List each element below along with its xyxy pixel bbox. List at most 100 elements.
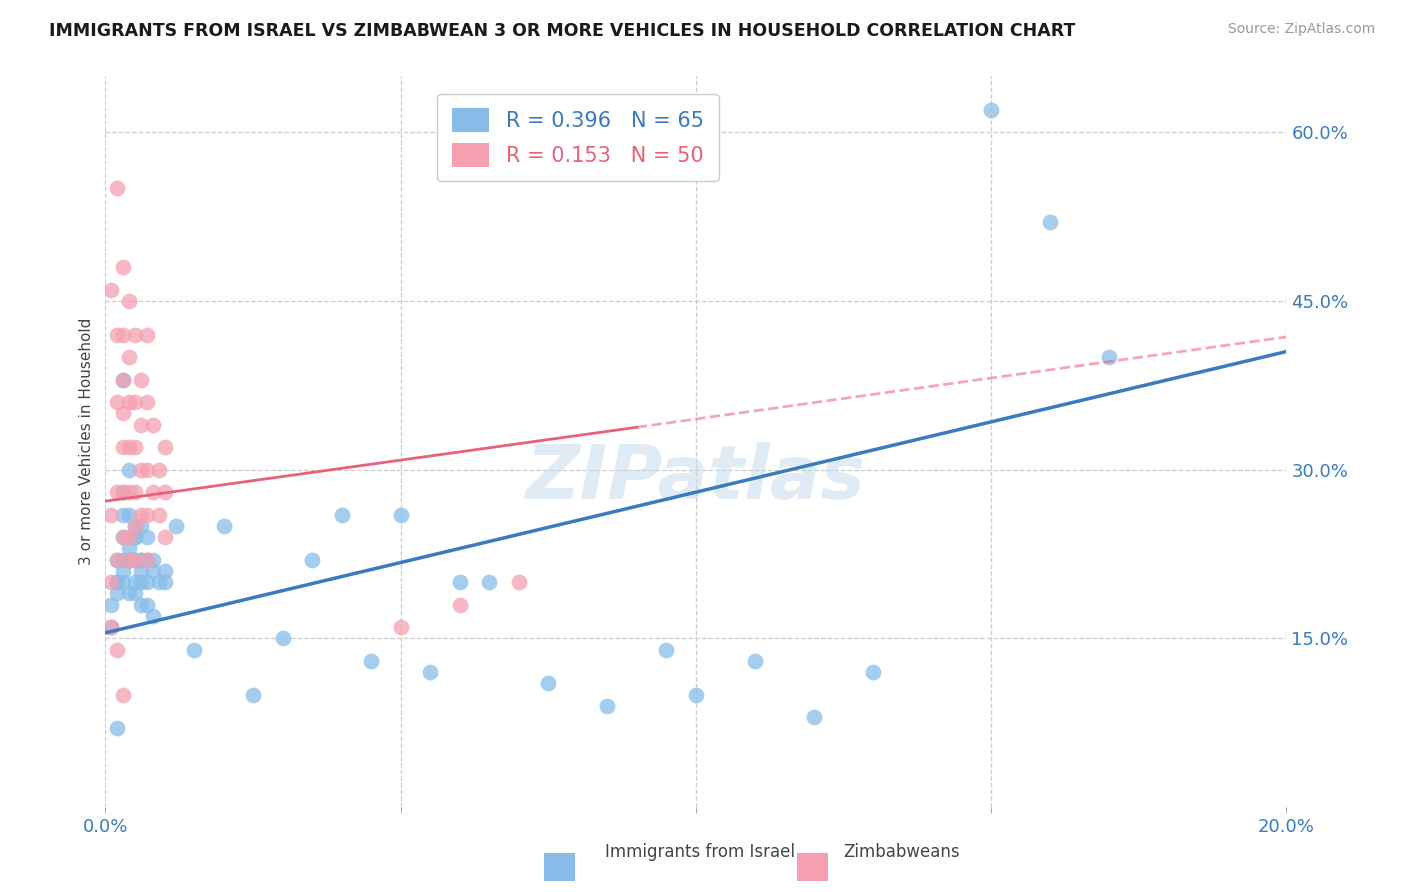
Legend: R = 0.396   N = 65, R = 0.153   N = 50: R = 0.396 N = 65, R = 0.153 N = 50: [437, 94, 718, 181]
Point: [118, 440, 141, 454]
Text: ZIPatlas: ZIPatlas: [526, 442, 866, 515]
Point: [124, 552, 146, 566]
Point: [112, 575, 135, 590]
Point: [142, 417, 165, 432]
Point: [1098, 350, 1121, 364]
Point: [129, 552, 152, 566]
Point: [112, 508, 135, 522]
Point: [118, 586, 141, 600]
Point: [360, 654, 382, 668]
Point: [862, 665, 884, 680]
Point: [105, 586, 128, 600]
Point: [135, 598, 157, 612]
Point: [135, 327, 157, 342]
Point: [537, 676, 560, 690]
Point: [118, 485, 141, 500]
Point: [105, 552, 128, 566]
Point: [129, 575, 152, 590]
Point: [105, 642, 128, 657]
Point: [129, 598, 152, 612]
Point: [389, 508, 412, 522]
Point: [105, 395, 128, 409]
Text: IMMIGRANTS FROM ISRAEL VS ZIMBABWEAN 3 OR MORE VEHICLES IN HOUSEHOLD CORRELATION: IMMIGRANTS FROM ISRAEL VS ZIMBABWEAN 3 O…: [49, 22, 1076, 40]
Point: [124, 395, 146, 409]
Point: [655, 642, 678, 657]
Point: [148, 508, 170, 522]
Point: [165, 519, 187, 533]
Point: [803, 710, 825, 724]
Point: [112, 373, 135, 387]
Point: [118, 552, 141, 566]
Point: [105, 327, 128, 342]
Point: [129, 508, 152, 522]
Point: [124, 519, 146, 533]
Point: [301, 552, 323, 566]
Point: [112, 530, 135, 544]
Point: [129, 463, 152, 477]
Point: [124, 586, 146, 600]
Point: [105, 722, 128, 736]
Point: [105, 575, 128, 590]
Point: [118, 463, 141, 477]
Point: [183, 642, 205, 657]
Point: [153, 530, 176, 544]
Point: [212, 519, 235, 533]
Point: [118, 508, 141, 522]
Point: [135, 552, 157, 566]
Point: [153, 440, 176, 454]
Text: Zimbabweans: Zimbabweans: [844, 843, 960, 861]
Point: [389, 620, 412, 634]
Point: [508, 575, 530, 590]
Y-axis label: 3 or more Vehicles in Household: 3 or more Vehicles in Household: [79, 318, 94, 566]
Text: Source: ZipAtlas.com: Source: ZipAtlas.com: [1227, 22, 1375, 37]
Point: [596, 698, 619, 713]
Point: [105, 181, 128, 195]
Point: [112, 440, 135, 454]
Point: [129, 519, 152, 533]
Point: [135, 575, 157, 590]
Point: [980, 103, 1002, 117]
Point: [100, 575, 122, 590]
Point: [124, 327, 146, 342]
Point: [112, 373, 135, 387]
Point: [129, 552, 152, 566]
Point: [100, 508, 122, 522]
Point: [118, 552, 141, 566]
Point: [135, 395, 157, 409]
Point: [148, 575, 170, 590]
Point: [124, 440, 146, 454]
Point: [449, 598, 471, 612]
Point: [112, 564, 135, 578]
Point: [105, 575, 128, 590]
Point: [153, 575, 176, 590]
Point: [330, 508, 353, 522]
Point: [124, 485, 146, 500]
Text: Immigrants from Israel: Immigrants from Israel: [605, 843, 794, 861]
Point: [135, 530, 157, 544]
Point: [118, 530, 141, 544]
Point: [135, 463, 157, 477]
Point: [124, 530, 146, 544]
Point: [105, 552, 128, 566]
Point: [744, 654, 766, 668]
Point: [118, 552, 141, 566]
Point: [142, 609, 165, 624]
Point: [129, 564, 152, 578]
Point: [153, 485, 176, 500]
Point: [112, 260, 135, 274]
Point: [112, 485, 135, 500]
Point: [124, 530, 146, 544]
Point: [478, 575, 501, 590]
Point: [124, 575, 146, 590]
Point: [1039, 215, 1062, 229]
Point: [112, 406, 135, 420]
Point: [419, 665, 441, 680]
Point: [142, 485, 165, 500]
Point: [118, 350, 141, 364]
Point: [142, 564, 165, 578]
Point: [124, 552, 146, 566]
Point: [153, 564, 176, 578]
Point: [271, 632, 294, 646]
Point: [135, 508, 157, 522]
Point: [135, 552, 157, 566]
